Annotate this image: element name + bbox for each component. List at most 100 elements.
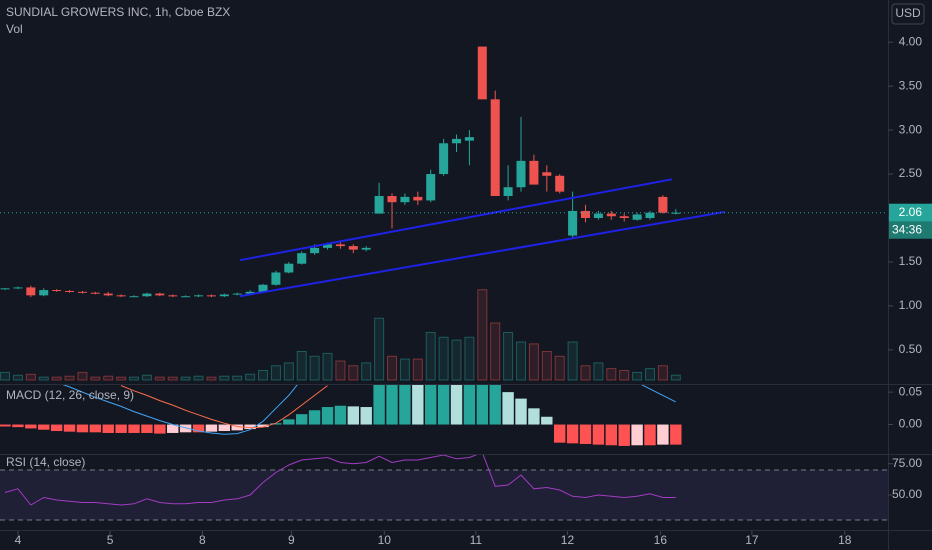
candle-body	[258, 284, 268, 292]
currency-box[interactable]	[891, 3, 925, 25]
candle-body	[65, 290, 75, 292]
candle-body	[0, 288, 10, 290]
volume-bar	[116, 376, 127, 381]
macd-histogram-bar	[631, 424, 643, 446]
x-tick-label: 18	[838, 533, 852, 547]
candle-body	[90, 292, 100, 294]
macd-histogram-bar	[89, 424, 102, 433]
macd-histogram-bar	[476, 385, 489, 425]
volume-bar	[64, 375, 75, 381]
countdown-badge	[889, 221, 932, 239]
volume-bar	[593, 362, 604, 381]
macd-histogram-bar	[515, 398, 527, 425]
y-tick-label: 3.50	[899, 78, 923, 92]
volume-bar	[464, 336, 475, 381]
candle-body	[593, 213, 603, 218]
volume-bar	[425, 332, 436, 381]
last-price-badge	[889, 203, 932, 222]
y-tick-label: 75.00	[892, 456, 922, 470]
macd-histogram-bar	[579, 424, 592, 444]
macd-histogram-bar	[296, 414, 308, 425]
price-pane	[0, 46, 888, 381]
volume-bar	[90, 376, 101, 381]
volume-bar	[477, 289, 488, 381]
x-tick-label: 11	[470, 533, 483, 547]
macd-histogram-bar	[205, 424, 218, 432]
volume-bar	[438, 336, 449, 381]
volume-bar	[141, 374, 152, 381]
volume-bar	[387, 355, 398, 381]
candle-body	[555, 175, 565, 192]
x-tick-label: 9	[288, 533, 295, 547]
volume-bar	[232, 375, 243, 381]
candle-body	[671, 212, 681, 214]
x-tick-label: 12	[561, 533, 575, 547]
macd-histogram-bar	[670, 424, 682, 445]
candle-body	[284, 263, 294, 273]
candle-body	[477, 46, 487, 100]
candle-body	[206, 295, 216, 297]
macd-histogram-bar	[270, 423, 282, 425]
volume-bar	[554, 355, 565, 381]
macd-histogram-bar	[657, 424, 669, 445]
volume-bar	[619, 370, 630, 381]
candle-body	[181, 296, 191, 298]
candle-body	[490, 99, 500, 197]
macd-histogram-bar	[592, 424, 605, 445]
volume-bar	[167, 376, 178, 381]
macd-histogram-bar	[566, 424, 579, 444]
macd-line	[120, 385, 328, 429]
x-tick-label: 10	[378, 533, 392, 547]
candle-body	[580, 210, 591, 218]
currency[interactable]: USD	[895, 6, 921, 20]
macd-histogram-bar	[489, 385, 501, 425]
macd-histogram-bar	[412, 385, 424, 425]
macd-histogram-bar	[50, 424, 63, 432]
candle-body	[632, 214, 642, 220]
candle-body	[168, 295, 178, 297]
macd-histogram-bar	[321, 407, 334, 425]
candle-body	[26, 287, 36, 296]
candle-body	[400, 196, 410, 203]
trendline	[239, 178, 673, 262]
macd-histogram-bar	[541, 416, 553, 425]
volume-bar	[374, 317, 385, 381]
macd-histogram-bar	[450, 385, 463, 425]
macd-histogram-bar	[141, 424, 153, 433]
macd-histogram-bar	[528, 408, 540, 425]
macd-histogram-bar	[0, 424, 11, 427]
candle-body	[361, 247, 371, 250]
candle-body	[323, 244, 333, 248]
volume-bar	[0, 371, 11, 381]
candle-body	[568, 210, 578, 236]
x-tick-label: 4	[15, 533, 22, 547]
volume-bar	[361, 362, 372, 381]
volume-bar	[51, 376, 62, 381]
y-tick-label: 3.00	[899, 122, 923, 136]
rsi-line	[4, 455, 676, 506]
macd-histogram-bar	[102, 424, 114, 433]
macd-histogram-bar	[179, 424, 192, 433]
macd-histogram-bar	[38, 424, 50, 430]
volume-bar	[309, 355, 320, 381]
countdown: 34:36	[892, 222, 922, 236]
chart-title: SUNDIAL GROWERS INC, 1h, Cboe BZX	[6, 5, 230, 19]
candle-body	[413, 196, 423, 201]
x-tick-label: 8	[199, 533, 206, 547]
macd-histogram-bar	[257, 424, 269, 428]
macd-histogram-bar	[334, 405, 347, 425]
volume-bar	[335, 360, 346, 381]
y-tick-label: 1.00	[899, 298, 923, 312]
macd-histogram-bar	[644, 424, 656, 446]
candle-body	[451, 138, 462, 144]
macd-pane	[0, 385, 682, 446]
volume-bar	[193, 375, 204, 381]
macd-histogram-bar	[425, 385, 437, 425]
candle-body	[219, 294, 229, 297]
macd-histogram-bar	[502, 392, 514, 425]
macd-histogram-bar	[347, 406, 360, 425]
candle-body	[335, 244, 345, 247]
y-tick-label: 4.00	[899, 34, 923, 48]
